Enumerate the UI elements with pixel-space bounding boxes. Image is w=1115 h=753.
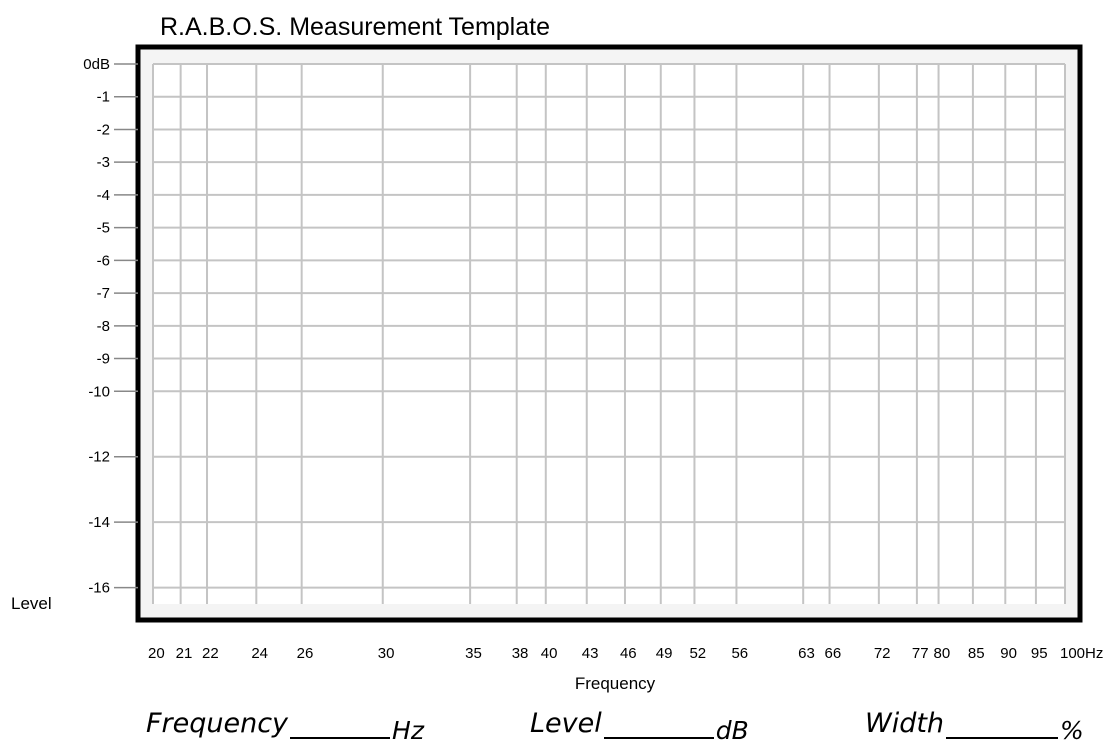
x-tick-label: 43 xyxy=(582,645,599,662)
x-tick-label: 30 xyxy=(378,645,395,662)
x-tick-label: 21 xyxy=(176,645,193,662)
x-tick-label: 80 xyxy=(934,645,951,662)
x-tick-label: 22 xyxy=(202,645,219,662)
y-tick-label: -10 xyxy=(88,383,110,400)
y-tick-label: -3 xyxy=(97,154,110,171)
chart-title: R.A.B.O.S. Measurement Template xyxy=(160,13,550,41)
x-tick-label: 95 xyxy=(1031,645,1048,662)
x-tick-label: 100Hz xyxy=(1060,645,1103,662)
y-tick-label: -14 xyxy=(88,514,110,531)
x-tick-label: 20 xyxy=(148,645,165,662)
x-axis-ticks: 20 21 22 24 26 30 35 38 40 43 46 49 52 56 63 66 72 77 80 85… xyxy=(148,645,1103,662)
y-axis-ticks: 0dB -1 -2 -3 -4 -5 -6 -7 -8 -9 -10 -12 -14 -16 xyxy=(83,56,138,597)
y-tick-label: -8 xyxy=(97,318,110,335)
level-blank[interactable] xyxy=(603,713,714,739)
y-tick-label: -9 xyxy=(97,351,110,368)
x-tick-label: 40 xyxy=(541,645,558,662)
x-tick-label: 85 xyxy=(968,645,985,662)
y-tick-label: -16 xyxy=(88,580,110,597)
x-tick-label: 63 xyxy=(798,645,815,662)
x-tick-label: 72 xyxy=(874,645,891,662)
y-tick-label: -7 xyxy=(97,285,110,302)
y-tick-label: -12 xyxy=(88,449,110,466)
y-tick-label: -1 xyxy=(97,89,110,106)
x-axis-label: Frequency xyxy=(575,674,656,693)
level-unit: dB xyxy=(715,716,749,745)
frequency-field[interactable]: Frequency Hz xyxy=(146,708,424,745)
x-tick-label: 38 xyxy=(512,645,529,662)
x-tick-label: 46 xyxy=(620,645,637,662)
grid-lines xyxy=(152,63,1066,604)
x-tick-label: 26 xyxy=(297,645,314,662)
x-tick-label: 35 xyxy=(465,645,482,662)
x-tick-label: 90 xyxy=(1000,645,1017,662)
x-tick-label: 49 xyxy=(656,645,673,662)
measurement-fields: Frequency Hz Level dB Width % xyxy=(0,708,1115,753)
frequency-field-label: Frequency xyxy=(146,708,289,739)
width-unit: % xyxy=(1060,716,1084,745)
x-tick-label: 52 xyxy=(689,645,706,662)
y-tick-label: -4 xyxy=(97,187,110,204)
y-tick-label: -2 xyxy=(97,121,110,138)
frequency-blank[interactable] xyxy=(290,713,391,739)
y-axis-label: Level xyxy=(11,594,52,613)
frequency-unit: Hz xyxy=(392,716,424,745)
x-tick-label: 24 xyxy=(251,645,268,662)
width-field-label: Width xyxy=(865,708,945,739)
level-field[interactable]: Level dB xyxy=(530,708,749,745)
y-tick-label: -5 xyxy=(97,220,110,237)
width-field[interactable]: Width % xyxy=(865,708,1084,745)
measurement-chart: R.A.B.O.S. Measurement Template 0dB -1 -2 -… xyxy=(11,13,1103,693)
level-field-label: Level xyxy=(530,708,602,739)
x-tick-label: 56 xyxy=(731,645,748,662)
width-blank[interactable] xyxy=(946,713,1059,739)
plot-area xyxy=(153,64,1065,604)
y-tick-label: -6 xyxy=(97,252,110,269)
y-tick-label: 0dB xyxy=(83,56,110,73)
x-tick-label: 77 xyxy=(912,645,929,662)
x-tick-label: 66 xyxy=(825,645,842,662)
